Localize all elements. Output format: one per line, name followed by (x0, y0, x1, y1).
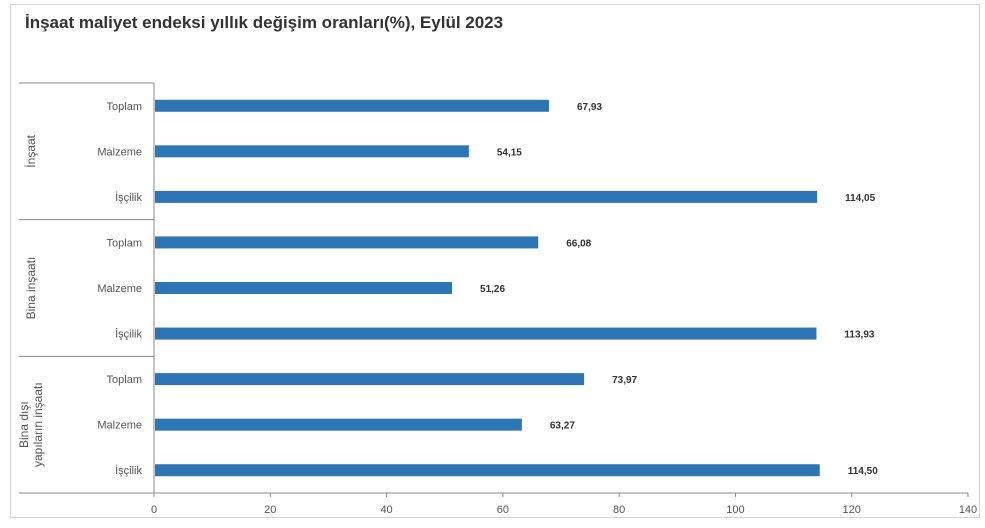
category-label: İşçilik (115, 464, 142, 477)
data-label: 113,93 (844, 330, 874, 341)
category-label: Malzeme (97, 146, 142, 158)
data-label: 51,26 (480, 284, 505, 295)
bar-chart: İnşaat Toplam 67,93 Malzeme 54,15 İşçilik 114,… (17, 82, 977, 516)
category-label: Toplam (107, 237, 142, 249)
x-tick-label: 80 (613, 504, 625, 516)
bar (155, 373, 585, 386)
bar (155, 236, 539, 249)
x-tick-label: 100 (726, 504, 744, 516)
x-tick-label: 120 (843, 504, 861, 516)
chart-title: İnşaat maliyet endeksi yıllık değişim or… (25, 13, 504, 32)
data-label: 73,97 (612, 375, 637, 386)
bar (155, 145, 469, 158)
bar (155, 464, 820, 477)
bar (155, 190, 818, 203)
category-label: Toplam (107, 101, 142, 113)
category-label: Malzeme (97, 420, 142, 432)
category-label: Toplam (107, 374, 142, 386)
group-label: İnşaat (24, 134, 38, 167)
data-label: 114,05 (845, 193, 875, 204)
chart-frame: İnşaat maliyet endeksi yıllık değişim or… (10, 4, 980, 518)
x-tick-label: 40 (380, 504, 392, 516)
bar (155, 282, 453, 294)
category-label: İşçilik (115, 191, 142, 204)
category-label: İşçilik (115, 328, 142, 341)
group-label: Bina dışıyapıların inşaatı (17, 382, 45, 467)
data-label: 63,27 (550, 421, 575, 432)
x-tick-label: 0 (151, 504, 157, 516)
data-label: 67,93 (577, 102, 602, 113)
x-tick-label: 140 (959, 504, 977, 516)
bar (155, 327, 817, 340)
data-label: 66,08 (566, 238, 591, 249)
group-label: Bina inşaatı (24, 257, 38, 320)
x-tick-label: 20 (264, 504, 276, 516)
data-label: 54,15 (497, 147, 522, 158)
x-tick-label: 60 (497, 504, 509, 516)
data-label: 114,50 (848, 466, 878, 477)
category-label: Malzeme (97, 283, 142, 295)
bar (155, 418, 522, 431)
bar (155, 99, 549, 112)
